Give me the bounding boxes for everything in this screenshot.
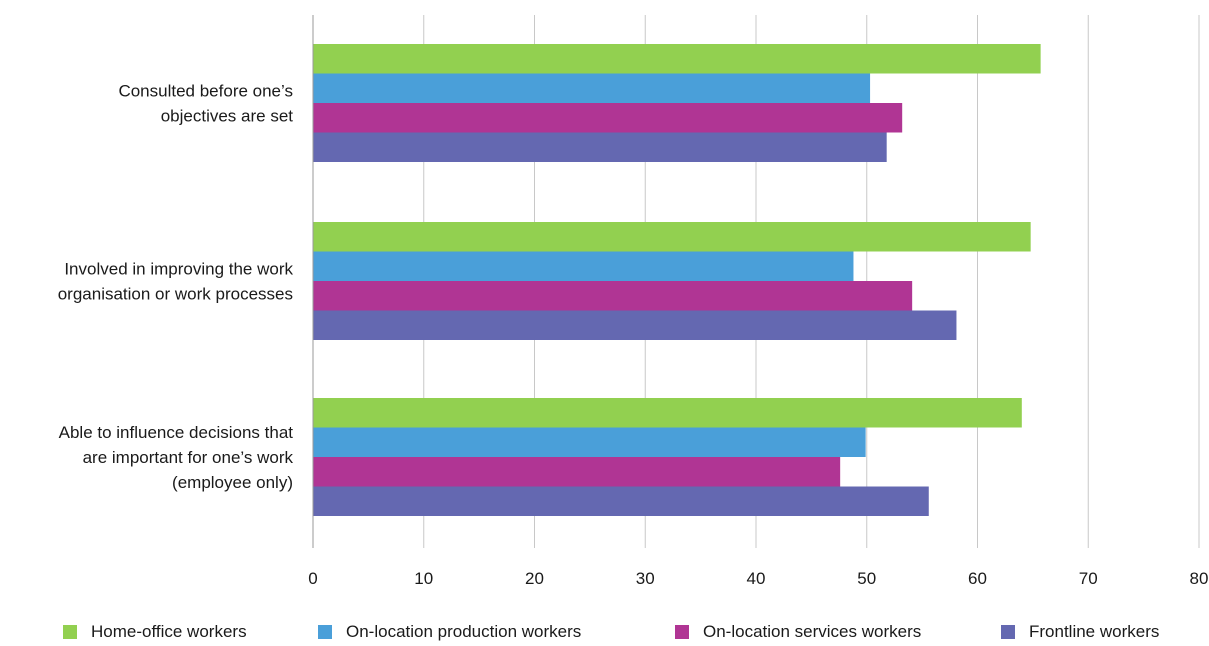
bar [313, 457, 840, 487]
bar [313, 252, 853, 282]
bar [313, 74, 870, 104]
category-label: Involved in improving the work [64, 260, 293, 279]
x-tick-label: 80 [1190, 569, 1209, 588]
bar [313, 103, 902, 133]
legend-swatch [1001, 625, 1015, 639]
x-tick-label: 40 [747, 569, 766, 588]
legend-label: Frontline workers [1029, 622, 1159, 642]
bar [313, 281, 912, 311]
legend-item: Frontline workers [1001, 620, 1159, 644]
legend-swatch [675, 625, 689, 639]
legend-label: On-location services workers [703, 622, 921, 642]
category-label: Consulted before one’s [118, 82, 293, 101]
x-tick-label: 20 [525, 569, 544, 588]
legend-item: On-location services workers [675, 620, 921, 644]
category-label: are important for one’s work [83, 448, 294, 467]
legend-swatch [318, 625, 332, 639]
x-tick-labels: 0 10 20 30 40 50 60 70 80 [308, 569, 1208, 588]
x-tick-label: 0 [308, 569, 317, 588]
category-labels: Consulted before one’s objectives are set… [58, 82, 294, 493]
legend: Home-office workers On-location productio… [0, 620, 1209, 644]
bar [313, 428, 866, 458]
bar [313, 222, 1031, 252]
x-tick-label: 10 [414, 569, 433, 588]
bar [313, 311, 956, 341]
category-label: Able to influence decisions that [59, 423, 294, 442]
category-label: objectives are set [161, 107, 294, 126]
category-label: (employee only) [172, 473, 293, 492]
legend-label: Home-office workers [91, 622, 247, 642]
legend-item: On-location production workers [318, 620, 581, 644]
legend-swatch [63, 625, 77, 639]
x-tick-label: 70 [1079, 569, 1098, 588]
bar [313, 487, 929, 517]
bar [313, 133, 887, 163]
category-label: organisation or work processes [58, 285, 293, 304]
legend-item: Home-office workers [63, 620, 247, 644]
legend-label: On-location production workers [346, 622, 581, 642]
bars [313, 44, 1041, 516]
bar [313, 44, 1041, 74]
x-tick-label: 60 [968, 569, 987, 588]
x-tick-label: 50 [857, 569, 876, 588]
bar [313, 398, 1022, 428]
x-tick-label: 30 [636, 569, 655, 588]
